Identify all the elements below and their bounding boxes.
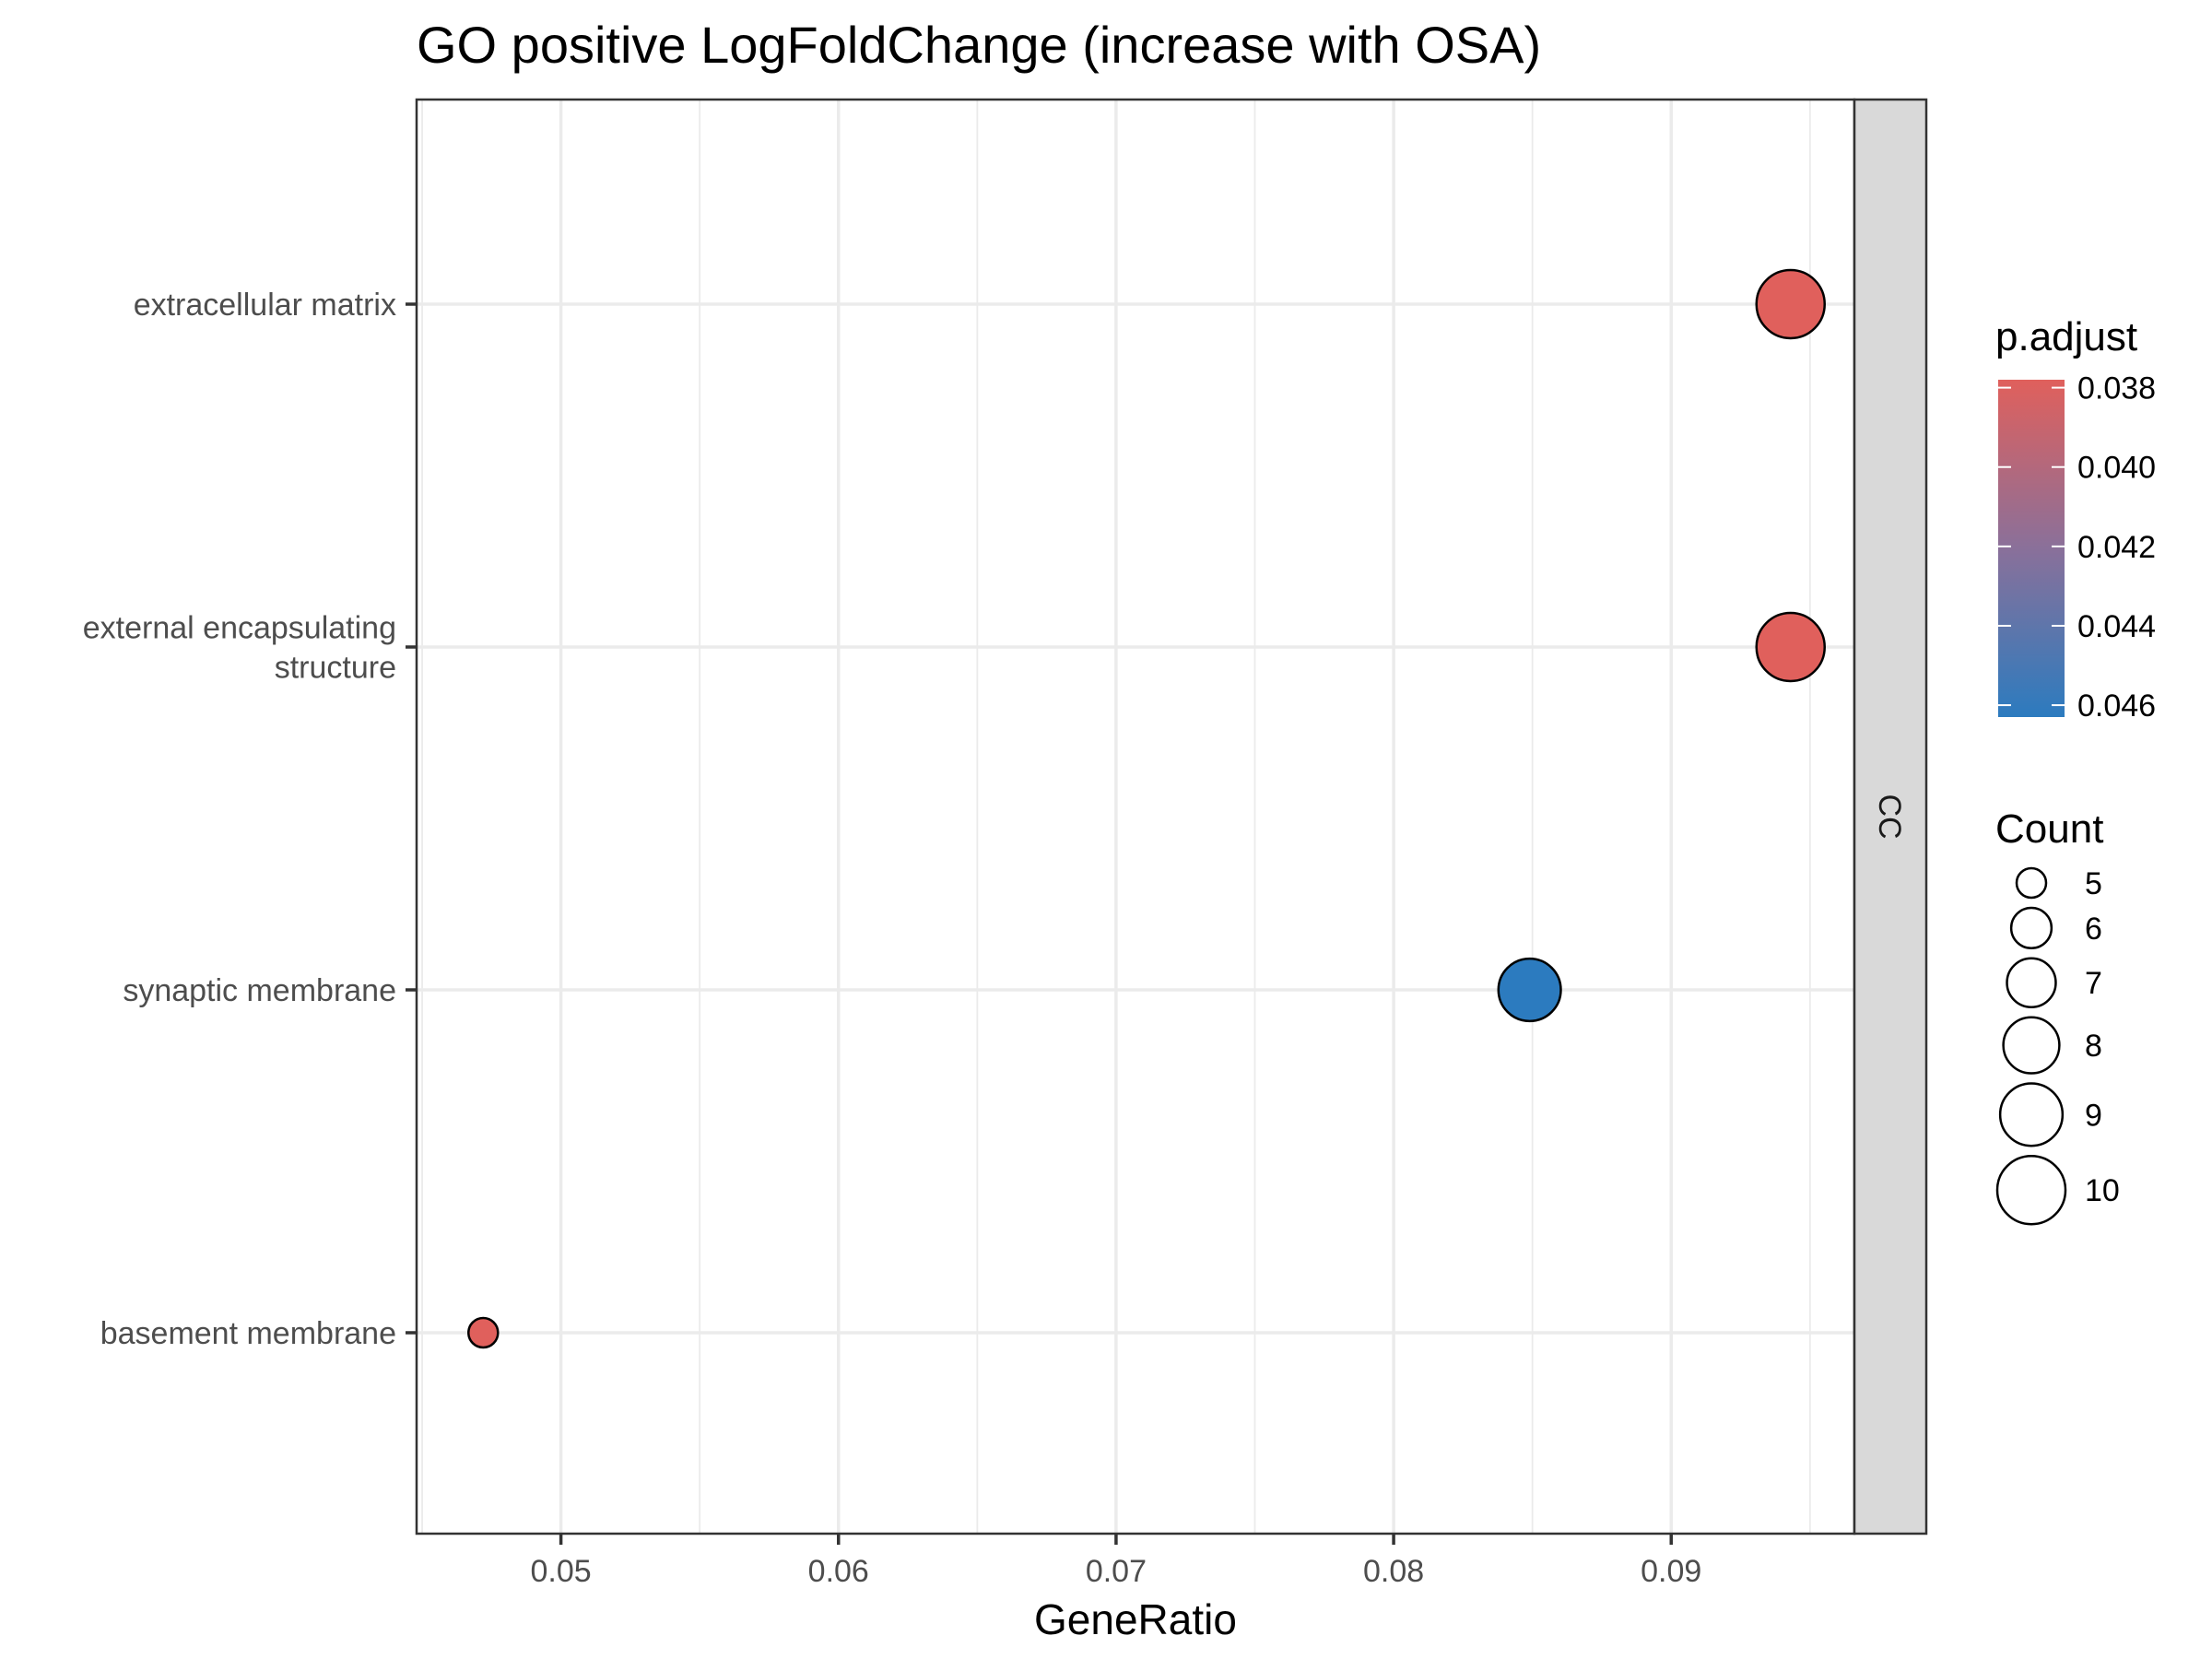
x-axis-title: GeneRatio [1034,1595,1237,1643]
x-axis: 0.05 0.06 0.07 0.08 0.09 [531,1534,1701,1589]
p-adjust-legend-label: 0.044 [2077,609,2156,644]
data-point [1755,611,1826,683]
count-legend-key [2002,1016,2061,1075]
facet-strip [1853,98,1928,1535]
count-legend-key [1998,1082,2065,1147]
y-axis: extracellular matrix external encapsulati… [83,288,417,1351]
x-tick-label: 0.09 [1641,1554,1701,1589]
grid-lines [417,100,1854,1534]
data-points [467,268,1826,1349]
plot-panel [417,100,1854,1534]
x-tick-label: 0.06 [808,1554,869,1589]
y-tick-label: external encapsulating [83,611,396,646]
count-legend-label: 8 [2085,1029,2102,1064]
count-legend-label: 6 [2085,912,2102,947]
y-tick-label: structure [275,651,396,686]
count-legend-key [1995,1154,2067,1226]
count-legend-label: 7 [2085,966,2102,1001]
p-adjust-legend-label: 0.046 [2077,688,2156,724]
facet-strip-label: CC [1872,794,1907,839]
x-tick-label: 0.08 [1363,1554,1424,1589]
count-legend-label: 10 [2085,1173,2120,1208]
p-adjust-legend-label: 0.042 [2077,530,2156,565]
p-adjust-legend-title: p.adjust [1995,314,2137,359]
count-legend-label: 9 [2085,1098,2102,1133]
count-legend-label: 5 [2085,866,2102,901]
count-legend: Count 5 6 7 8 9 10 [1995,806,2120,1226]
p-adjust-legend-label: 0.040 [2077,451,2156,486]
count-legend-key [2006,957,2057,1008]
data-point [467,1316,500,1349]
data-point [1755,268,1826,340]
x-tick-label: 0.07 [1086,1554,1147,1589]
count-legend-key [2015,866,2048,900]
p-adjust-legend-label: 0.038 [2077,371,2156,406]
p-adjust-colorbar [1998,380,2065,717]
y-tick-label: extracellular matrix [134,288,396,323]
p-adjust-legend: p.adjust 0.038 0.040 0.042 0.044 0.046 [1995,314,2156,724]
count-legend-key [2009,906,2053,950]
y-tick-label: basement membrane [100,1316,396,1351]
y-tick-label: synaptic membrane [123,973,396,1008]
x-tick-label: 0.05 [531,1554,592,1589]
count-legend-title: Count [1995,806,2103,852]
data-point [1497,957,1562,1023]
chart-title: GO positive LogFoldChange (increase with… [417,16,1541,74]
